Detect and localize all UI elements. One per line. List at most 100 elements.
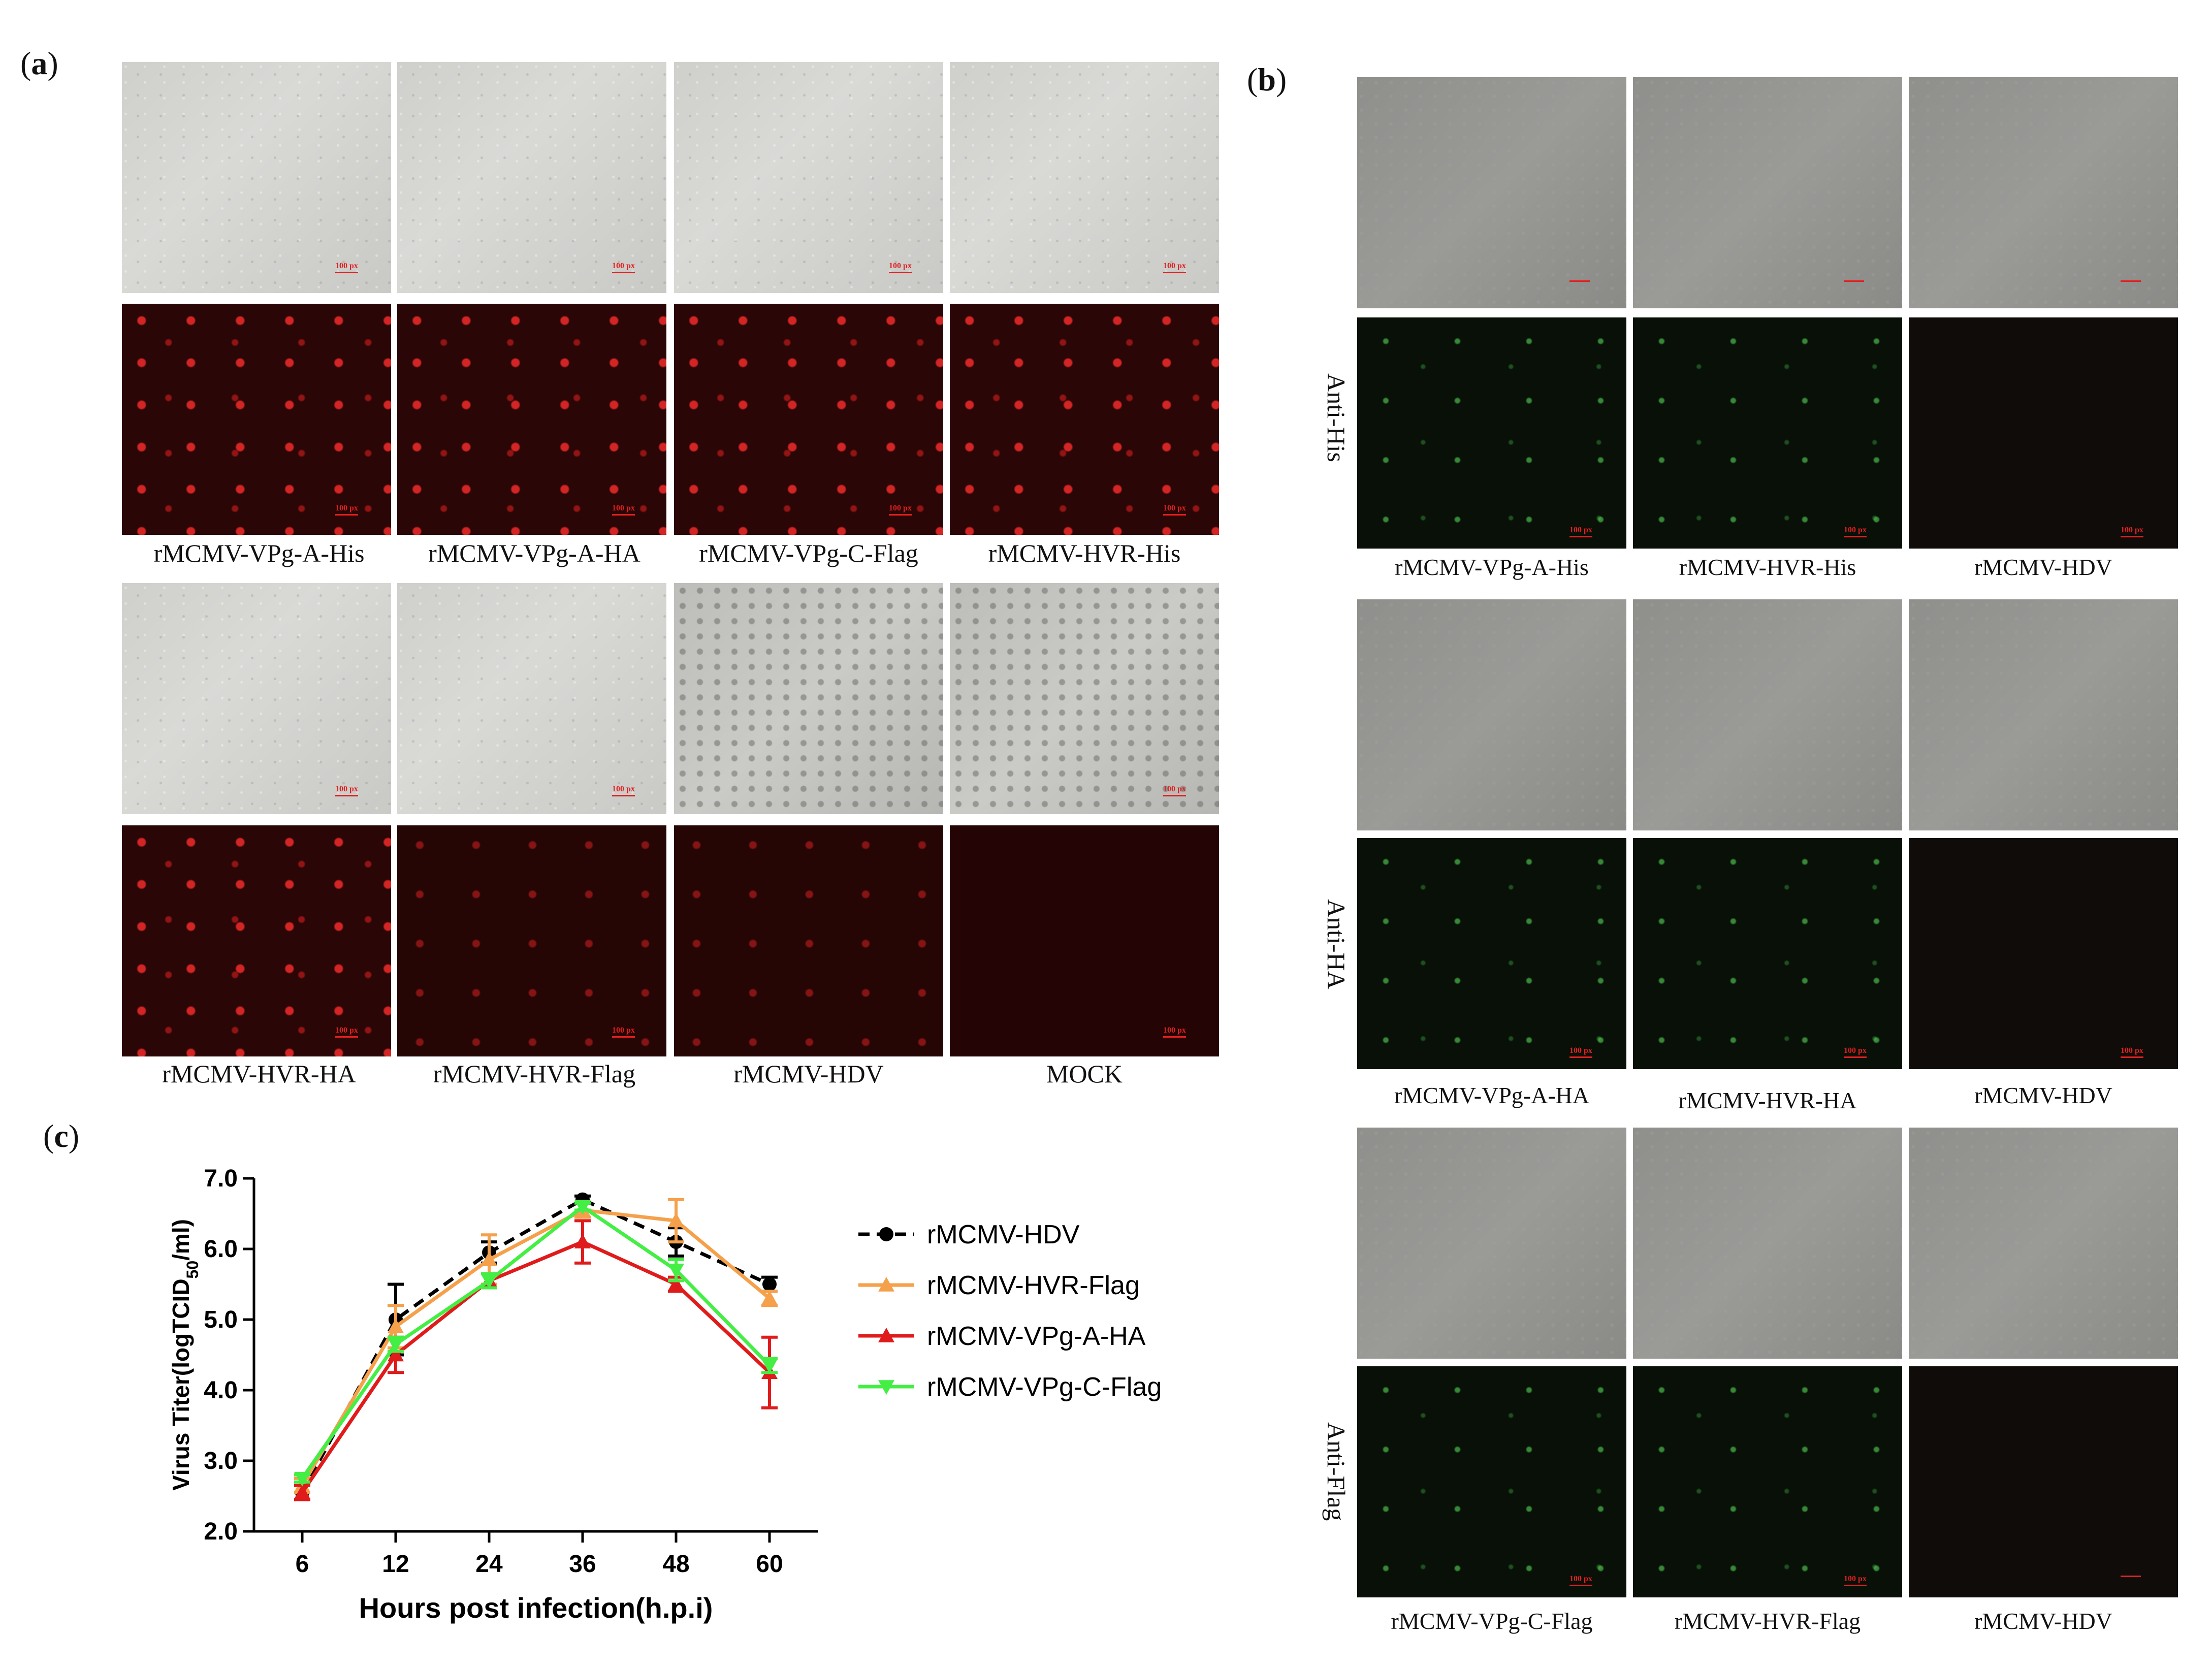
micrograph-fl-b6 (1909, 838, 2178, 1069)
micrograph-fl-a8 (950, 825, 1219, 1056)
y-tick-label: 2.0 (204, 1518, 238, 1545)
legend-label-rmcmv-vpg-a-ha: rMCMV-VPg-A-HA (927, 1322, 1146, 1351)
x-tick-label: 48 (662, 1551, 689, 1578)
scale-bar: 100 px (1569, 526, 1592, 537)
micrograph-bf-a4 (950, 62, 1219, 293)
scale-bar: 100 px (1569, 1575, 1592, 1586)
x-tick-label: 6 (296, 1551, 309, 1578)
label-a-r2-1: rMCMV-HVR-HA (162, 1060, 356, 1088)
micrograph-bf-b9 (1909, 1128, 2178, 1359)
micrograph-fl-a5 (122, 825, 391, 1056)
micrograph-bf-b8 (1633, 1128, 1902, 1359)
scale-bar: 100 px (612, 1026, 635, 1038)
micrograph-bf-a1 (122, 62, 391, 293)
data-point-rmcmv-hvr-flag (668, 1212, 684, 1228)
scale-bar: 100 px (612, 504, 635, 516)
x-tick-label: 24 (475, 1551, 503, 1578)
micrograph-bf-b5 (1633, 599, 1902, 830)
row-label-anti-his: Anti-His (1322, 373, 1351, 462)
data-point-rmcmv-vpg-c-flag (668, 1263, 684, 1278)
micrograph-fl-b3 (1909, 317, 2178, 549)
label-a-r2-4: MOCK (1046, 1060, 1123, 1088)
scale-bar: 100 px (1844, 526, 1867, 537)
y-tick-label: 6.0 (204, 1236, 238, 1263)
y-tick-label: 7.0 (204, 1165, 238, 1192)
scale-bar: 100 px (889, 504, 912, 516)
data-point-rmcmv-vpg-a-ha (388, 1346, 404, 1362)
line-chart: 2.0 3.0 4.0 5.0 6.0 7.0 6 12 24 36 48 60 Hours post … (168, 1165, 1162, 1624)
y-tick-label: 4.0 (204, 1377, 238, 1404)
data-point-rmcmv-vpg-c-flag (574, 1200, 591, 1215)
scale-bar: 100 px (1844, 1575, 1867, 1586)
scale-bar: 100 px (1163, 262, 1186, 273)
scale-bar: 100 px (2121, 1046, 2143, 1058)
panel-a-letter: (a) (20, 45, 58, 81)
series-line-rmcmv-hvr-flag (300, 1208, 771, 1487)
micrograph-fl-b4 (1357, 838, 1626, 1069)
scale-bar: 100 px (1844, 1046, 1867, 1058)
micrograph-bf-a8 (950, 583, 1219, 814)
micrograph-bf-a5 (122, 583, 391, 814)
micrograph-fl-b1 (1357, 317, 1626, 549)
scale-bar (2121, 279, 2141, 282)
micrograph-bf-a7 (674, 583, 943, 814)
micrograph-bf-a3 (674, 62, 943, 293)
series-line-rmcmv-vpg-a-ha (301, 1240, 771, 1494)
scale-bar: 100 px (335, 262, 358, 273)
label-a-r2-2: rMCMV-HVR-Flag (433, 1060, 636, 1088)
data-point-rmcmv-vpg-c-flag (761, 1359, 778, 1374)
series-line-rmcmv-hdv (300, 1197, 771, 1494)
data-point-rmcmv-hvr-flag (481, 1251, 497, 1266)
label-b-g3-2: rMCMV-HVR-Flag (1674, 1608, 1861, 1634)
x-tick-label: 12 (382, 1551, 409, 1578)
scale-bar: 100 px (889, 262, 912, 273)
label-a-r1-2: rMCMV-VPg-A-HA (428, 539, 640, 567)
micrograph-bf-b4 (1357, 599, 1626, 830)
scale-bar: 100 px (1163, 1026, 1186, 1038)
legend-marker-rmcmv-vpg-c-flag (878, 1380, 894, 1395)
label-a-r1-4: rMCMV-HVR-His (988, 539, 1181, 567)
data-point-rmcmv-vpg-c-flag (388, 1337, 404, 1353)
label-b-g1-1: rMCMV-VPg-A-His (1395, 554, 1589, 580)
scale-bar (2121, 1575, 2141, 1577)
x-tick-label: 60 (756, 1551, 783, 1578)
scale-bar (1569, 279, 1590, 282)
legend-marker-rmcmv-hdv (879, 1227, 893, 1241)
micrograph-fl-a6 (397, 825, 666, 1056)
micrograph-fl-a1 (122, 304, 391, 535)
micrograph-bf-a6 (397, 583, 666, 814)
scale-bar (1844, 279, 1864, 282)
row-label-anti-flag: Anti-Flag (1322, 1422, 1351, 1521)
y-tick-label: 5.0 (204, 1306, 238, 1333)
micrograph-fl-a7 (674, 825, 943, 1056)
data-point-rmcmv-vpg-c-flag (294, 1471, 310, 1487)
label-b-g3-1: rMCMV-VPg-C-Flag (1391, 1608, 1593, 1634)
x-tick-label: 36 (569, 1551, 596, 1578)
label-b-g3-3: rMCMV-HDV (1974, 1608, 2112, 1634)
legend-marker-rmcmv-vpg-a-ha (878, 1328, 894, 1342)
legend-marker-rmcmv-hvr-flag (878, 1277, 894, 1292)
legend-label-rmcmv-hdv: rMCMV-HDV (927, 1220, 1080, 1249)
micrograph-fl-b7 (1357, 1366, 1626, 1597)
y-axis-label: Virus Titer(logTCID50/ml) (168, 1219, 202, 1491)
micrograph-bf-b1 (1357, 77, 1626, 308)
micrograph-bf-b7 (1357, 1128, 1626, 1359)
label-b-g2-2: rMCMV-HVR-HA (1678, 1087, 1857, 1113)
micrograph-fl-a4 (950, 304, 1219, 535)
scale-bar: 100 px (2121, 526, 2143, 537)
data-point-rmcmv-hvr-flag (761, 1290, 778, 1305)
micrograph-bf-b6 (1909, 599, 2178, 830)
legend-label-rmcmv-hvr-flag: rMCMV-HVR-Flag (927, 1271, 1140, 1300)
panel-b-letter: (b) (1247, 61, 1287, 98)
y-tick-label: 3.0 (204, 1448, 238, 1474)
legend-label-rmcmv-vpg-c-flag: rMCMV-VPg-C-Flag (927, 1372, 1162, 1402)
micrograph-bf-b2 (1633, 77, 1902, 308)
scale-bar: 100 px (1163, 785, 1186, 796)
data-point-rmcmv-hvr-flag (388, 1318, 404, 1333)
scale-bar: 100 px (612, 785, 635, 796)
micrograph-fl-b8 (1633, 1366, 1902, 1597)
scale-bar: 100 px (612, 262, 635, 273)
series-line-rmcmv-vpg-c-flag (301, 1204, 771, 1480)
label-b-g2-3: rMCMV-HDV (1974, 1082, 2112, 1108)
label-b-g1-3: rMCMV-HDV (1974, 554, 2112, 580)
